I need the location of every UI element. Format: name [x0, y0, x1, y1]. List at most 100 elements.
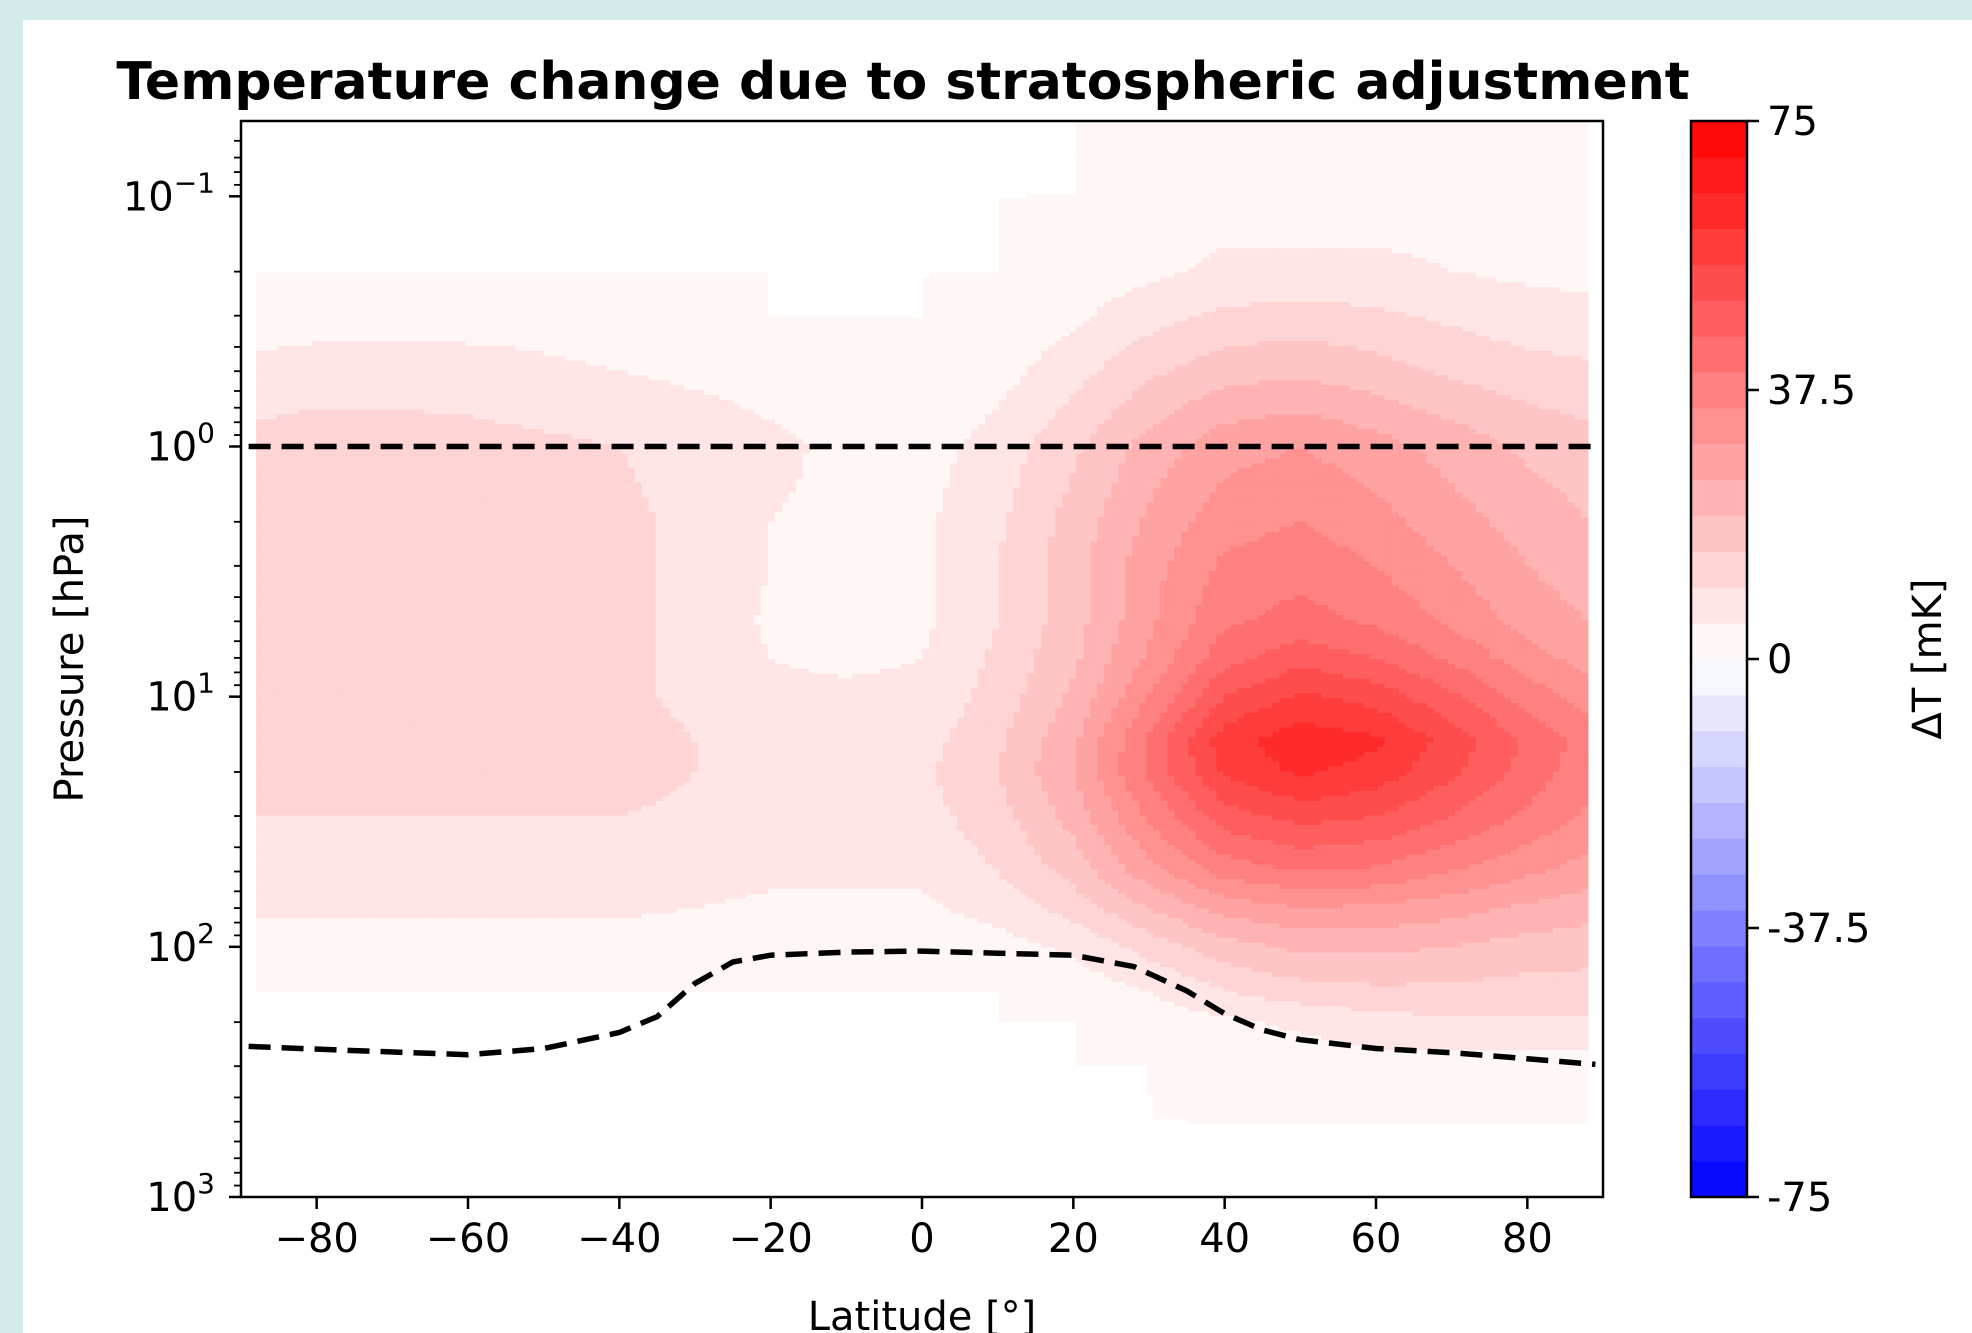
contour-cell — [1455, 150, 1463, 155]
contour-cell — [1343, 312, 1351, 317]
contour-cell — [522, 302, 530, 307]
contour-cell — [1125, 165, 1133, 170]
contour-cell — [1090, 326, 1098, 331]
contour-cell — [1441, 322, 1449, 327]
contour-cell — [1448, 136, 1456, 141]
contour-cell — [1118, 145, 1126, 150]
contour-cell — [1160, 326, 1168, 331]
contour-cell — [1511, 302, 1519, 307]
contour-cell — [1406, 131, 1414, 136]
contour-cell — [1343, 307, 1351, 312]
contour-cell — [1300, 150, 1308, 155]
contour-cell — [642, 287, 650, 292]
contour-cell — [1553, 307, 1561, 312]
contour-cell — [1006, 278, 1014, 283]
contour-cell — [1476, 209, 1484, 214]
contour-cell — [635, 326, 643, 331]
contour-cell — [438, 302, 446, 307]
contour-cell — [1448, 165, 1456, 170]
contour-cell — [1567, 273, 1575, 278]
contour-cell — [1195, 326, 1203, 331]
contour-cell — [1553, 126, 1561, 131]
contour-cell — [319, 297, 327, 302]
contour-cell — [1153, 214, 1161, 219]
contour-cell — [1300, 219, 1308, 224]
contour-cell — [1286, 258, 1294, 263]
contour-cell — [1525, 322, 1533, 327]
contour-cell — [1097, 331, 1105, 336]
contour-cell — [1020, 278, 1028, 283]
contour-cell — [614, 292, 622, 297]
contour-cell — [1188, 229, 1196, 234]
contour-cell — [319, 312, 327, 317]
contour-cell — [1392, 165, 1400, 170]
contour-cell — [1497, 292, 1505, 297]
contour-cell — [1237, 185, 1245, 190]
contour-cell — [1399, 248, 1407, 253]
contour-cell — [1525, 150, 1533, 155]
contour-cell — [1434, 214, 1442, 219]
contour-cell — [1392, 331, 1400, 336]
contour-cell — [1476, 214, 1484, 219]
contour-cell — [768, 322, 776, 327]
contour-cell — [1160, 131, 1168, 136]
contour-cell — [1013, 302, 1021, 307]
contour-cell — [1546, 287, 1554, 292]
contour-cell — [1483, 194, 1491, 199]
contour-cell — [1041, 302, 1049, 307]
contour-cell — [1371, 238, 1379, 243]
contour-cell — [305, 307, 313, 312]
contour-cell — [1027, 253, 1035, 258]
contour-cell — [501, 317, 509, 322]
contour-cell — [1202, 307, 1210, 312]
contour-cell — [1286, 322, 1294, 327]
contour-cell — [1378, 170, 1386, 175]
contour-cell — [1293, 253, 1301, 258]
contour-cell — [950, 331, 958, 336]
contour-cell — [1350, 155, 1358, 160]
contour-cell — [1167, 326, 1175, 331]
contour-cell — [1209, 229, 1217, 234]
contour-cell — [1034, 253, 1042, 258]
contour-cell — [1167, 219, 1175, 224]
contour-cell — [1139, 253, 1147, 258]
contour-cell — [1062, 297, 1070, 302]
contour-cell — [1300, 258, 1308, 263]
contour-cell — [1504, 238, 1512, 243]
contour-cell — [1336, 322, 1344, 327]
contour-cell — [1139, 292, 1147, 297]
contour-cell — [922, 302, 930, 307]
contour-cell — [1560, 326, 1568, 331]
contour-cell — [1111, 331, 1119, 336]
contour-cell — [1469, 160, 1477, 165]
contour-cell — [1532, 243, 1540, 248]
contour-cell — [1251, 282, 1259, 287]
contour-cell — [1216, 180, 1224, 185]
contour-cell — [1104, 224, 1112, 229]
contour-cell — [1265, 175, 1273, 180]
contour-cell — [1350, 268, 1358, 273]
contour-cell — [1567, 209, 1575, 214]
contour-cell — [1413, 160, 1421, 165]
contour-cell — [1476, 253, 1484, 258]
contour-cell — [537, 297, 545, 302]
contour-cell — [1062, 317, 1070, 322]
contour-cell — [1223, 141, 1231, 146]
contour-cell — [1350, 278, 1358, 283]
contour-cell — [1118, 268, 1126, 273]
contour-cell — [1455, 297, 1463, 302]
contour-cell — [1490, 126, 1498, 131]
contour-cell — [333, 287, 341, 292]
contour-cell — [1181, 185, 1189, 190]
contour-cell — [838, 326, 846, 331]
contour-cell — [1160, 273, 1168, 278]
contour-cell — [1139, 145, 1147, 150]
contour-cell — [1455, 219, 1463, 224]
contour-cell — [537, 292, 545, 297]
contour-cell — [1237, 219, 1245, 224]
contour-cell — [1539, 141, 1547, 146]
contour-cell — [1167, 312, 1175, 317]
contour-cell — [1574, 287, 1582, 292]
contour-cell — [1174, 204, 1182, 209]
contour-cell — [284, 317, 292, 322]
